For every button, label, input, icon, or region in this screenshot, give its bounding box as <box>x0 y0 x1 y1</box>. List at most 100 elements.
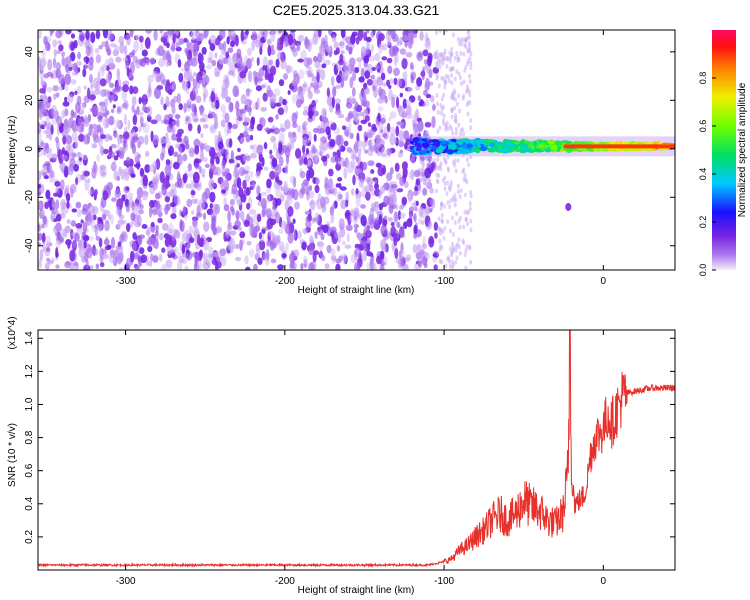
heatmap-cell-3521 <box>534 149 543 153</box>
heatmap-cell-2588 <box>91 133 98 138</box>
heatmap-cell-12 <box>279 193 285 202</box>
heatmap-cell-2660 <box>438 63 442 69</box>
heatmap-cell-3561 <box>475 140 481 145</box>
heatmap-cell-1862 <box>160 96 164 106</box>
heatmap-cell-1078 <box>176 137 183 143</box>
heatmap-cell-2505 <box>88 123 93 136</box>
heatmap-cell-1691 <box>83 134 90 145</box>
heatmap-cell-616 <box>109 43 117 48</box>
heatmap-cell-327 <box>38 56 42 68</box>
heatmap-cell-2085 <box>258 232 262 240</box>
spectrogram-x-tick-label-1: -200 <box>275 276 295 287</box>
heatmap-cell-497 <box>211 203 218 212</box>
heatmap-cell-2820 <box>462 131 466 137</box>
heatmap-cell-706 <box>294 201 300 210</box>
heatmap-cell-1145 <box>305 62 311 70</box>
heatmap-cell-2476 <box>292 70 298 78</box>
heatmap-cell-2275 <box>331 96 335 109</box>
heatmap-cell-2041 <box>192 171 200 184</box>
heatmap-cell-2333 <box>54 181 61 187</box>
heatmap-cell-2384 <box>378 190 383 196</box>
heatmap-cell-2381 <box>170 248 176 254</box>
heatmap-cell-1870 <box>52 110 59 120</box>
heatmap-cell-1549 <box>190 111 198 118</box>
heatmap-cell-2533 <box>319 45 326 57</box>
heatmap-cell-1174 <box>96 153 100 163</box>
heatmap-cell-2409 <box>203 142 208 150</box>
heatmap-cell-2035 <box>184 265 189 270</box>
heatmap-cell-1537 <box>214 261 219 270</box>
heatmap-cell-994 <box>281 253 287 259</box>
heatmap-cell-2644 <box>463 192 467 198</box>
heatmap-cell-1284 <box>379 263 385 270</box>
heatmap-cell-2241 <box>192 86 198 97</box>
heatmap-cell-939 <box>266 194 271 203</box>
heatmap-cell-1252 <box>202 212 207 221</box>
heatmap-cell-2404 <box>60 199 67 210</box>
heatmap-cell-2295 <box>369 258 373 266</box>
heatmap-cell-1371 <box>64 225 71 234</box>
heatmap-cell-2564 <box>255 171 261 179</box>
heatmap-cell-2508 <box>393 211 398 224</box>
heatmap-cell-3585 <box>581 141 591 146</box>
heatmap-cell-1759 <box>343 167 348 180</box>
heatmap-cell-2375 <box>132 201 138 208</box>
heatmap-cell-2206 <box>256 213 262 223</box>
heatmap-cell-1489 <box>119 214 125 220</box>
heatmap-cell-1687 <box>335 258 342 264</box>
heatmap-cell-2893 <box>440 218 444 224</box>
heatmap-cell-1971 <box>235 243 239 250</box>
heatmap-cell-1707 <box>266 240 272 247</box>
heatmap-cell-849 <box>429 187 435 194</box>
heatmap-cell-2289 <box>341 240 346 246</box>
heatmap-cell-2310 <box>171 42 176 53</box>
heatmap-cell-2665 <box>469 65 473 71</box>
heatmap-cell-783 <box>231 183 237 195</box>
heatmap-cell-1812 <box>234 34 239 47</box>
heatmap-cell-2587 <box>41 209 46 216</box>
heatmap-cell-2036 <box>221 159 226 170</box>
heatmap-cell-2663 <box>459 188 463 194</box>
heatmap-cell-971 <box>114 119 121 129</box>
heatmap-cell-898 <box>269 93 277 104</box>
heatmap-cell-1483 <box>332 151 337 157</box>
heatmap-cell-1575 <box>201 46 207 55</box>
heatmap-cell-1436 <box>249 209 257 215</box>
heatmap-cell-2426 <box>92 105 98 116</box>
heatmap-cell-1445 <box>97 111 104 123</box>
heatmap-cell-2481 <box>429 95 435 103</box>
heatmap-cell-2467 <box>110 237 116 249</box>
heatmap-cell-1526 <box>116 254 123 265</box>
heatmap-cell-557 <box>225 96 231 103</box>
heatmap-cell-1158 <box>211 59 217 67</box>
heatmap-cell-2630 <box>465 179 469 185</box>
heatmap-cell-1520 <box>298 69 305 80</box>
heatmap-cell-1857 <box>302 110 309 116</box>
heatmap-cell-1889 <box>319 69 326 81</box>
heatmap-cell-1960 <box>173 228 179 237</box>
heatmap-cell-1764 <box>75 201 82 209</box>
heatmap-cell-1898 <box>168 149 172 156</box>
heatmap-cell-1241 <box>251 41 255 51</box>
heatmap-cell-1849 <box>209 191 216 203</box>
heatmap-cell-2846 <box>458 75 462 81</box>
heatmap-cell-2079 <box>364 185 370 193</box>
heatmap-cell-3576 <box>504 142 510 148</box>
heatmap-cell-303 <box>296 230 302 240</box>
heatmap-cell-624 <box>309 82 314 88</box>
heatmap-cell-1792 <box>270 44 275 51</box>
heatmap-cell-2896 <box>453 55 457 61</box>
heatmap-cell-1877 <box>224 174 231 180</box>
snr-x-tick-label-2: -100 <box>434 576 454 587</box>
heatmap-cell-2156 <box>409 31 414 43</box>
heatmap-cell-1382 <box>326 87 331 98</box>
heatmap-cell-2282 <box>270 135 277 143</box>
heatmap-cell-552 <box>95 54 102 64</box>
heatmap-cell-2311 <box>248 99 253 106</box>
heatmap-cell-1942 <box>121 102 128 109</box>
heatmap-cell-2301 <box>292 49 298 58</box>
heatmap-cell-2227 <box>174 114 181 120</box>
heatmap-cell-1928 <box>381 147 386 156</box>
heatmap-cell-2562 <box>342 61 347 68</box>
heatmap-cell-2209 <box>112 94 117 102</box>
